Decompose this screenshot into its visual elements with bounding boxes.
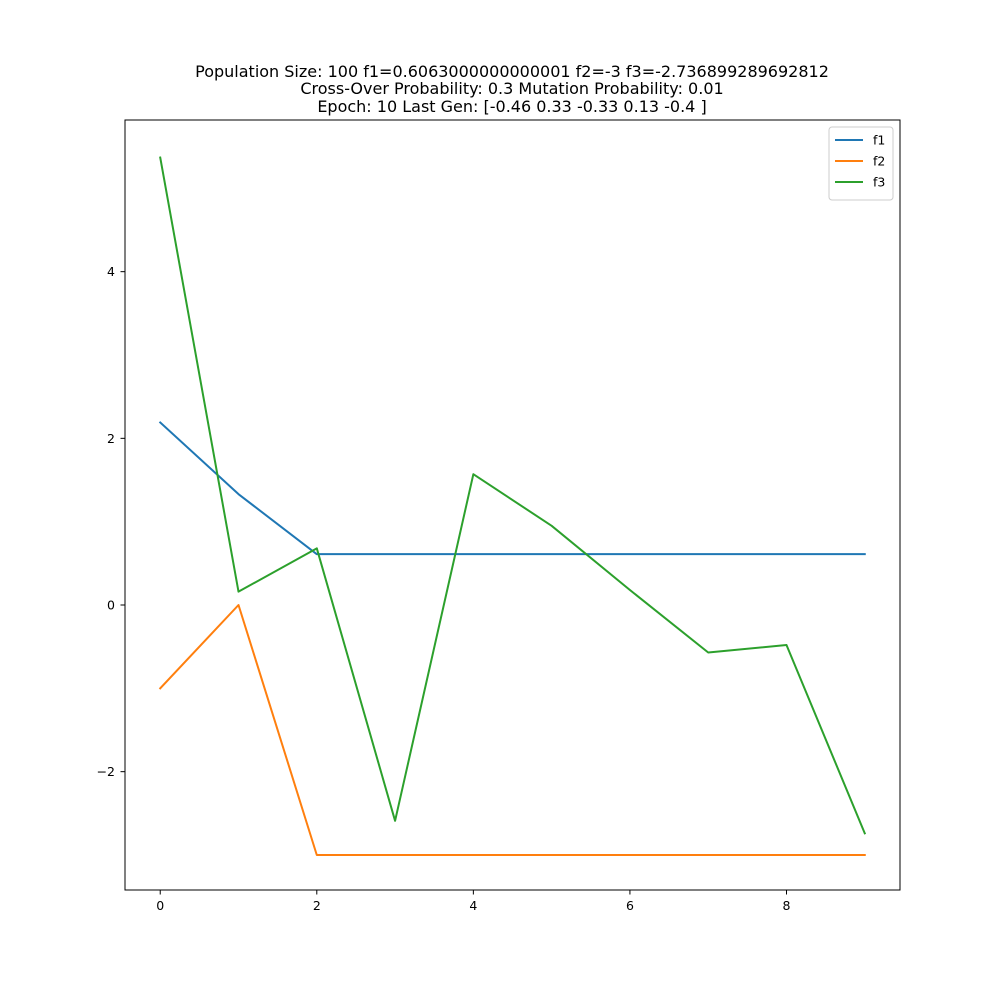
series-line-f2: [158, 604, 866, 856]
title-line-1: Population Size: 100 f1=0.60630000000000…: [195, 62, 829, 81]
y-tick-label: 2: [107, 431, 115, 446]
series-line-f1: [158, 421, 866, 556]
x-tick-label: 0: [156, 898, 164, 913]
y-tick-label: 0: [107, 598, 115, 613]
legend-label-f1: f1: [873, 133, 885, 148]
x-tick-label: 6: [626, 898, 634, 913]
legend-label-f3: f3: [873, 175, 885, 190]
series-line-f3: [159, 156, 867, 835]
axes-frame: [124, 119, 901, 891]
y-tick-label: −2: [97, 764, 115, 779]
x-tick-label: 8: [783, 898, 791, 913]
legend: f1 f2 f3: [828, 126, 894, 201]
title-line-2: Cross-Over Probability: 0.3 Mutation Pro…: [300, 79, 723, 98]
legend-label-f2: f2: [873, 154, 885, 169]
title-line-3: Epoch: 10 Last Gen: [-0.46 0.33 -0.33 0.…: [317, 97, 706, 116]
x-tick-label: 2: [313, 898, 321, 913]
x-tick-label: 4: [469, 898, 477, 913]
plot-area: [158, 156, 867, 856]
x-axis: 0 2 4 6 8: [156, 890, 791, 913]
y-tick-label: 4: [107, 264, 115, 279]
chart-title: Population Size: 100 f1=0.60630000000000…: [195, 62, 829, 116]
y-axis: −2 0 2 4: [97, 264, 125, 779]
